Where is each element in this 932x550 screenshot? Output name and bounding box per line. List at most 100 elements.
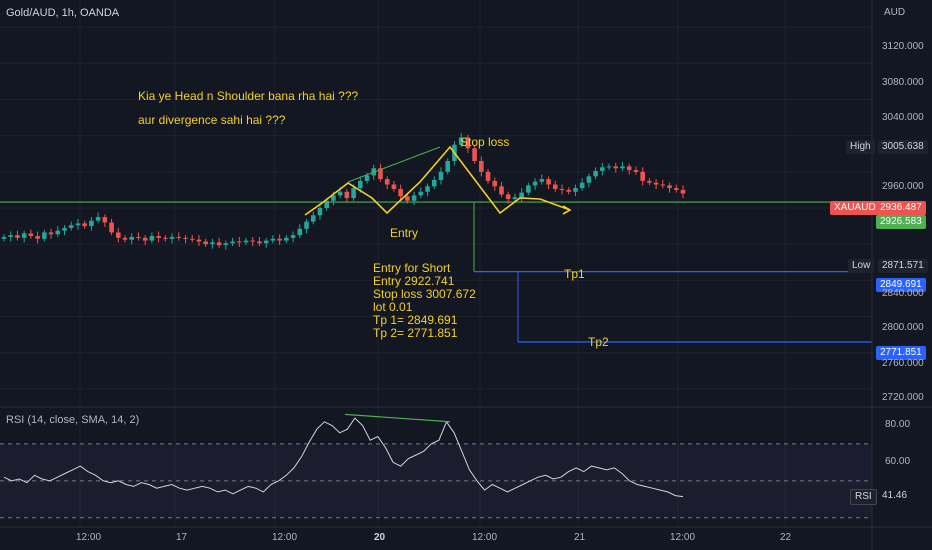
candle-body bbox=[485, 171, 491, 181]
candle-body bbox=[680, 189, 686, 194]
candle-body bbox=[391, 184, 397, 190]
annotation-stop-loss[interactable]: Stop loss bbox=[460, 135, 510, 149]
rsi-pane bbox=[0, 413, 872, 519]
annotation-question-2[interactable]: aur divergence sahi hai ??? bbox=[138, 113, 286, 127]
grid-lines bbox=[0, 0, 872, 527]
candle-body bbox=[411, 195, 417, 201]
candle-body bbox=[600, 167, 605, 171]
low-value-tag: 2871.571 bbox=[878, 259, 928, 273]
pattern-arrowhead bbox=[562, 205, 572, 215]
x-tick: 12:00 bbox=[472, 532, 498, 543]
high-value-tag: 3005.638 bbox=[878, 140, 928, 154]
candle-body bbox=[109, 222, 114, 233]
y-tick: 3120.000 bbox=[882, 41, 924, 52]
rsi-y-tick: 60.00 bbox=[885, 456, 911, 467]
candle-body bbox=[438, 171, 444, 180]
candle-body bbox=[8, 235, 14, 237]
candle-body bbox=[28, 233, 34, 237]
x-tick: 20 bbox=[374, 532, 386, 543]
y-tick: 2720.000 bbox=[882, 392, 924, 403]
candle-body bbox=[640, 171, 645, 181]
y-tick: 2960.000 bbox=[882, 181, 924, 192]
candle-body bbox=[115, 232, 121, 238]
candle-body bbox=[122, 237, 128, 240]
candle-body bbox=[425, 186, 430, 192]
candle-body bbox=[606, 166, 612, 168]
candle-body bbox=[566, 189, 572, 192]
candle-body bbox=[210, 242, 215, 245]
candle-body bbox=[223, 243, 229, 246]
candle-body bbox=[344, 191, 350, 199]
x-tick: 17 bbox=[176, 532, 188, 543]
candle-body bbox=[479, 160, 484, 172]
candle-body bbox=[243, 240, 249, 243]
candle-body bbox=[136, 236, 141, 238]
rsi-line bbox=[3, 417, 684, 498]
annotation-tp1[interactable]: Tp1 bbox=[564, 267, 585, 281]
candle-body bbox=[263, 240, 269, 244]
candle-body bbox=[384, 179, 390, 185]
candle-body bbox=[48, 232, 54, 235]
candle-body bbox=[102, 217, 108, 223]
candle-body bbox=[633, 170, 639, 172]
candle-body bbox=[196, 239, 202, 242]
symbol-label: XAUAUD bbox=[830, 201, 880, 215]
currency-label: AUD bbox=[884, 7, 906, 18]
candle-body bbox=[519, 192, 524, 198]
candle-body bbox=[546, 179, 551, 185]
trade-line: Entry for Short bbox=[373, 261, 451, 275]
candle-body bbox=[75, 223, 81, 226]
candle-body bbox=[156, 236, 161, 238]
head-shoulder-pattern bbox=[304, 145, 571, 216]
candle-body bbox=[89, 220, 94, 227]
candle-body bbox=[499, 186, 504, 195]
trade-plan-text[interactable]: Entry for Short Entry 2922.741 Stop loss… bbox=[373, 262, 476, 340]
candle-body bbox=[526, 185, 531, 193]
x-tick: 22 bbox=[780, 532, 792, 543]
candle-body bbox=[431, 179, 437, 187]
annotation-entry[interactable]: Entry bbox=[390, 226, 419, 240]
candle-body bbox=[512, 197, 518, 199]
symbol-header: Gold/AUD, 1h, OANDA bbox=[6, 7, 120, 19]
candle-body bbox=[667, 185, 672, 189]
candle-body bbox=[539, 179, 545, 182]
candle-body bbox=[532, 181, 538, 186]
y-tick: 3080.000 bbox=[882, 77, 924, 88]
candle-body bbox=[142, 237, 148, 241]
candles bbox=[1, 132, 686, 250]
tp1-price-tag: 2849.691 bbox=[876, 278, 926, 292]
y-tick: 2840.000 bbox=[882, 288, 924, 299]
candle-body bbox=[284, 237, 289, 241]
candle-body bbox=[418, 191, 424, 196]
candle-body bbox=[163, 237, 168, 239]
candle-body bbox=[183, 237, 188, 239]
annotation-question-1[interactable]: Kia ye Head n Shoulder bana rha hai ??? bbox=[138, 89, 359, 103]
candle-body bbox=[297, 228, 303, 236]
tp2-price-tag: 2771.851 bbox=[876, 346, 926, 360]
x-tick: 12:00 bbox=[670, 532, 696, 543]
candle-body bbox=[95, 217, 101, 221]
last-price-tag: 2936.487 bbox=[876, 201, 926, 215]
candle-body bbox=[203, 241, 208, 245]
candle-body bbox=[230, 241, 235, 244]
price-divergence-line bbox=[347, 146, 441, 183]
rsi-tag-label: RSI bbox=[850, 489, 877, 505]
trade-line: Tp 2= 2771.851 bbox=[373, 326, 458, 340]
candle-body bbox=[216, 242, 222, 246]
annotation-tp2[interactable]: Tp2 bbox=[588, 335, 609, 349]
trade-line: lot 0.01 bbox=[373, 300, 413, 314]
candle-body bbox=[660, 184, 666, 186]
rsi-value-tag: 41.46 bbox=[882, 490, 908, 501]
candle-body bbox=[653, 182, 659, 185]
x-tick: 12:00 bbox=[76, 532, 102, 543]
candle-body bbox=[129, 236, 135, 240]
candle-body bbox=[82, 223, 87, 227]
high-label: High bbox=[846, 140, 875, 154]
candle-body bbox=[189, 238, 195, 240]
x-tick: 12:00 bbox=[272, 532, 298, 543]
candle-body bbox=[310, 215, 316, 222]
rsi-title[interactable]: RSI (14, close, SMA, 14, 2) bbox=[6, 414, 140, 426]
entry-price-tag: 2926.583 bbox=[876, 215, 926, 229]
